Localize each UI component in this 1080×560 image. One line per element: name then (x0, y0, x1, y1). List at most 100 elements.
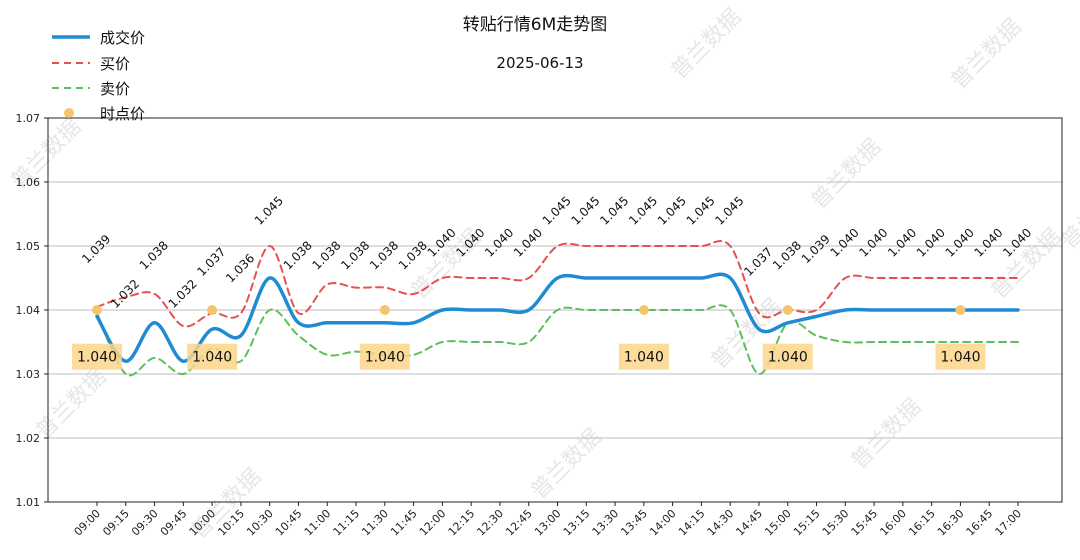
data-label: 1.045 (597, 194, 631, 228)
x-tick-label: 10:30 (244, 507, 276, 539)
x-tick-label: 09:45 (158, 507, 190, 539)
x-tick-label: 09:15 (100, 507, 132, 539)
data-label: 1.038 (281, 238, 315, 272)
x-tick-label: 17:00 (993, 507, 1025, 539)
x-tick-label: 11:00 (302, 507, 334, 539)
time-point-marker (207, 305, 218, 315)
chart-date: 2025-06-13 (496, 54, 583, 72)
y-tick-label: 1.04 (16, 304, 41, 317)
y-tick-label: 1.07 (16, 112, 41, 125)
x-tick-label: 14:30 (705, 507, 737, 539)
data-label: 1.045 (712, 194, 746, 228)
time-point-label-box (618, 343, 669, 370)
data-label: 1.045 (626, 194, 660, 228)
watermark-layer: 普兰数据普兰数据普兰数据普兰数据普兰数据普兰数据普兰数据普兰数据普兰数据普兰数据… (7, 4, 1080, 544)
legend-label-trade: 成交价 (100, 29, 145, 47)
x-tick-label: 16:00 (877, 507, 909, 539)
x-tick-label: 16:45 (964, 507, 996, 539)
time-point-label: 1.040 (365, 350, 405, 366)
time-point-label: 1.040 (768, 350, 808, 366)
watermark-text: 普兰数据 (847, 394, 927, 474)
data-label: 1.040 (885, 226, 919, 260)
data-label: 1.040 (482, 226, 516, 260)
y-tick-label: 1.05 (16, 240, 41, 253)
x-tick-label: 15:00 (762, 507, 794, 539)
data-labels: 1.0391.0321.0381.0321.0371.0361.0451.038… (79, 194, 1034, 311)
data-label: 1.040 (971, 226, 1005, 260)
data-label: 1.045 (655, 194, 689, 228)
x-tick-label: 16:15 (906, 507, 938, 539)
x-tick-label: 14:45 (733, 507, 765, 539)
x-tick-label: 13:45 (618, 507, 650, 539)
data-label: 1.040 (856, 226, 890, 260)
watermark-text: 普兰数据 (947, 14, 1027, 94)
x-tick-label: 15:30 (820, 507, 852, 539)
x-tick-label: 13:15 (561, 507, 593, 539)
x-tick-label: 14:15 (676, 507, 708, 539)
legend-swatch-timepoint (64, 108, 74, 118)
data-label: 1.036 (223, 251, 257, 285)
y-axis-ticks: 1.01 1.02 1.03 1.04 1.05 1.06 1.07 (16, 112, 48, 509)
x-tick-label: 13:30 (590, 507, 622, 539)
legend-label-sell: 卖价 (100, 80, 130, 98)
data-label: 1.038 (338, 238, 372, 272)
data-label: 1.040 (914, 226, 948, 260)
data-label: 1.038 (137, 238, 171, 272)
data-label: 1.045 (684, 194, 718, 228)
x-tick-label: 15:15 (791, 507, 823, 539)
x-tick-label: 12:15 (446, 507, 478, 539)
legend-label-timepoint: 时点价 (100, 105, 145, 123)
x-tick-label: 11:15 (331, 507, 363, 539)
x-tick-label: 16:30 (935, 507, 967, 539)
watermark-text: 普兰数据 (667, 4, 747, 84)
x-tick-label: 14:00 (647, 507, 679, 539)
x-tick-label: 12:00 (417, 507, 449, 539)
x-tick-label: 09:30 (129, 507, 161, 539)
x-tick-label: 09:00 (72, 507, 104, 539)
data-label: 1.038 (309, 238, 343, 272)
time-point-markers: 1.040 1.040 1.040 1.040 1.040 1.040 (72, 305, 986, 370)
data-label: 1.040 (828, 226, 862, 260)
y-tick-label: 1.06 (16, 176, 41, 189)
series-line-sell (96, 304, 1019, 377)
time-point-label: 1.040 (192, 350, 232, 366)
watermark-text: 普兰数据 (527, 424, 607, 504)
legend: 成交价 买价 卖价 时点价 (52, 29, 145, 123)
time-point-label-box (935, 343, 986, 370)
y-tick-label: 1.02 (16, 432, 41, 445)
watermark-text: 普兰数据 (807, 134, 887, 214)
x-tick-label: 11:30 (359, 507, 391, 539)
y-tick-label: 1.01 (16, 496, 41, 509)
time-point-marker (379, 305, 390, 315)
x-tick-label: 10:45 (273, 507, 305, 539)
data-label: 1.038 (367, 238, 401, 272)
watermark-text: 普兰数据 (32, 364, 112, 444)
x-tick-label: 12:45 (503, 507, 535, 539)
x-tick-label: 11:45 (388, 507, 420, 539)
time-point-label: 1.040 (77, 350, 117, 366)
x-tick-label: 12:30 (474, 507, 506, 539)
time-point-marker (782, 305, 793, 315)
data-label: 1.032 (166, 277, 200, 311)
time-point-label-box (187, 343, 238, 370)
legend-label-buy: 买价 (100, 55, 130, 73)
time-point-marker (955, 305, 966, 315)
data-label: 1.040 (943, 226, 977, 260)
data-label: 1.039 (79, 232, 113, 266)
time-point-marker (92, 305, 102, 315)
time-point-label-box (762, 343, 813, 370)
data-label: 1.045 (569, 194, 603, 228)
series-layer (95, 240, 1020, 377)
series-line-trade (95, 272, 1020, 363)
time-point-marker (638, 305, 649, 315)
x-tick-label: 13:00 (532, 507, 564, 539)
time-point-label-box (72, 343, 122, 370)
time-point-label-box (359, 343, 410, 370)
time-point-label: 1.040 (624, 350, 664, 366)
data-label: 1.045 (252, 194, 286, 228)
x-tick-label: 15:45 (849, 507, 881, 539)
time-point-label: 1.040 (940, 350, 980, 366)
data-label: 1.040 (511, 226, 545, 260)
data-label: 1.045 (540, 194, 574, 228)
